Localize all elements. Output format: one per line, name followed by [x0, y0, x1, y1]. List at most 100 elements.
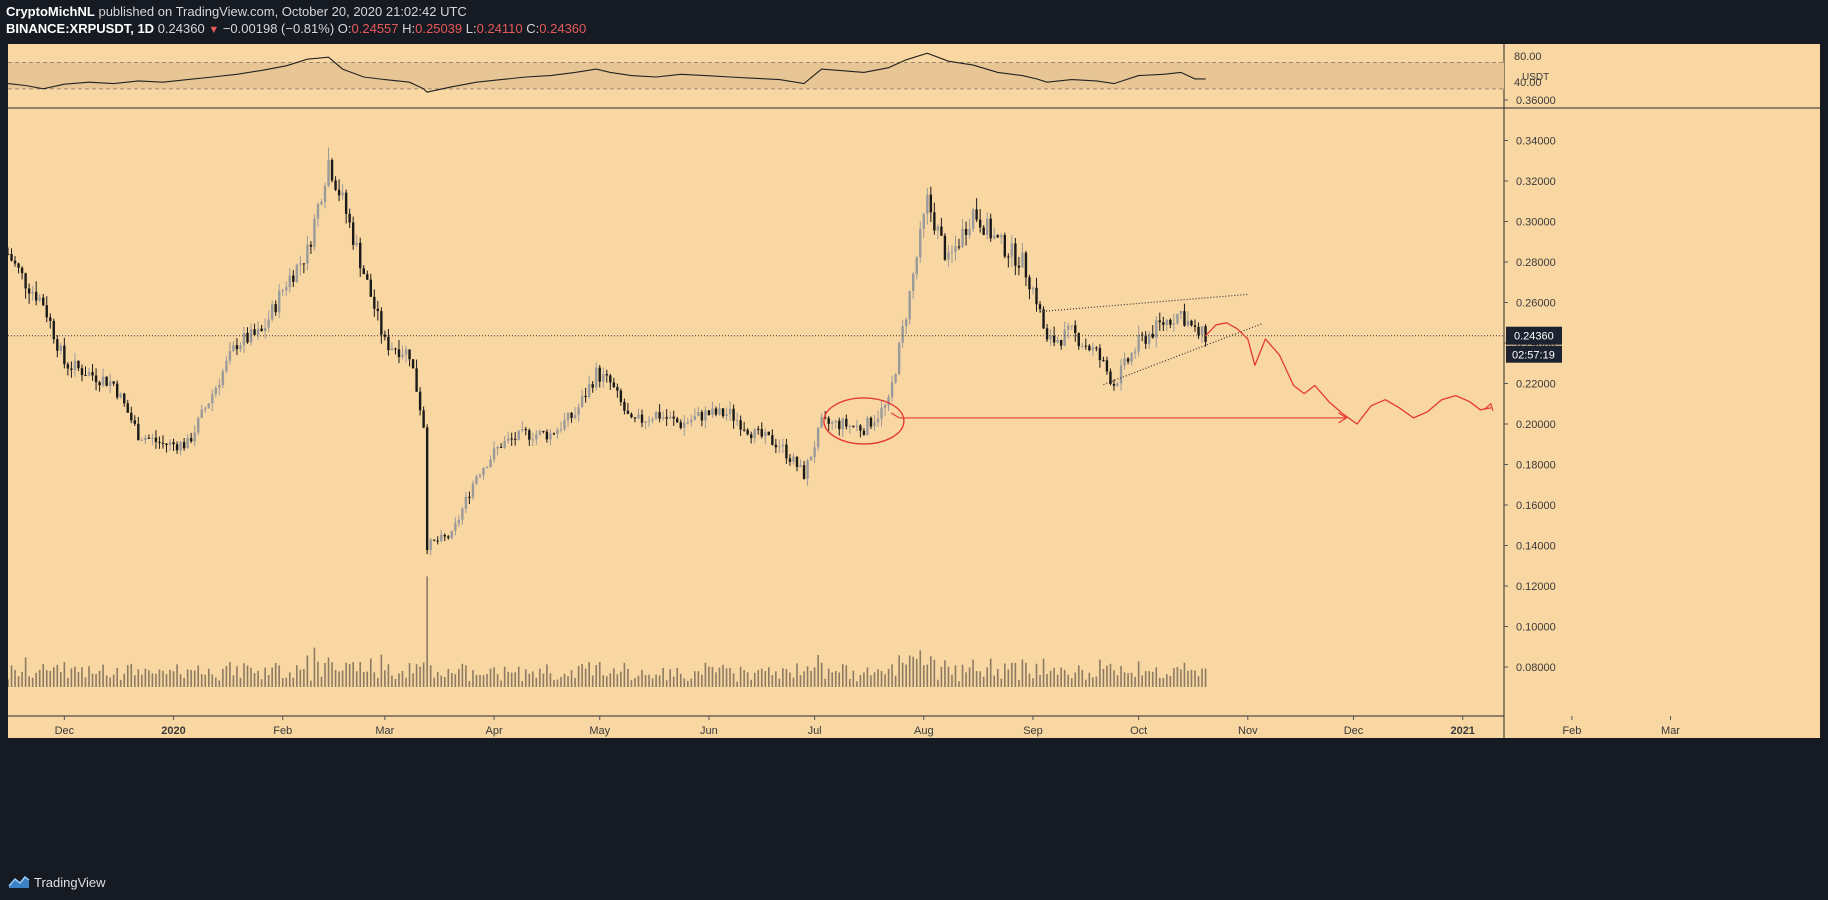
candle-body: [154, 437, 158, 442]
volume-bar: [119, 679, 122, 687]
price-tick-label: 0.08000: [1516, 662, 1556, 674]
candle-body: [422, 410, 425, 428]
volume-bar: [877, 669, 879, 687]
volume-bar: [690, 678, 693, 687]
down-arrow-icon: ▼: [208, 24, 220, 36]
candle-body: [1056, 339, 1059, 343]
tradingview-logo-icon[interactable]: [8, 874, 30, 893]
candle-body: [859, 425, 862, 431]
volume-bar: [715, 672, 717, 687]
time-tick-label: Feb: [273, 725, 292, 737]
candle-body: [985, 218, 989, 235]
candle-body: [316, 204, 320, 219]
candle-body: [894, 374, 897, 383]
candle-body: [334, 180, 337, 190]
candle-body: [38, 297, 41, 301]
candle-body: [1183, 311, 1186, 326]
volume-bar: [725, 668, 728, 687]
candle-body: [929, 194, 933, 213]
candle-body: [172, 442, 175, 445]
candle-body: [323, 186, 327, 202]
highlight-ellipse[interactable]: [823, 397, 905, 445]
arrow-head-right-icon: [1338, 412, 1348, 424]
candle-body: [387, 336, 390, 351]
volume-bar: [60, 671, 62, 687]
volume-bar: [665, 680, 668, 687]
volume-bar: [873, 672, 876, 687]
candle-body: [256, 328, 260, 335]
candle-body: [813, 447, 816, 458]
volume-bar: [1032, 678, 1034, 687]
volume-bar: [739, 666, 742, 687]
volume-bar: [1127, 673, 1129, 687]
volume-bar: [1144, 671, 1147, 687]
volume-bar: [109, 677, 111, 687]
volume-bar: [803, 671, 805, 687]
candle-body: [1137, 334, 1140, 352]
candle-body: [964, 228, 968, 235]
time-tick-label: Oct: [1130, 725, 1147, 737]
volume-bar: [391, 675, 393, 687]
support-trendline[interactable]: [1103, 323, 1263, 386]
candle-body: [66, 364, 70, 369]
candle-body: [73, 360, 77, 370]
candle-body: [123, 393, 126, 404]
volume-bar: [894, 675, 897, 687]
candle-body: [373, 296, 376, 309]
candle-body: [510, 438, 513, 440]
candle-body: [957, 246, 961, 248]
candle-body: [288, 275, 291, 288]
candle-body: [137, 423, 140, 440]
author-name[interactable]: CryptoMichNL: [6, 4, 95, 19]
candle-body: [56, 339, 59, 351]
volume-bar: [447, 668, 450, 687]
candle-body: [20, 267, 24, 274]
candle-body: [425, 427, 429, 551]
candle-body: [221, 371, 225, 386]
volume-bar: [630, 680, 633, 687]
candle-body: [369, 279, 372, 297]
candle-body: [436, 540, 439, 542]
candle-body: [721, 408, 725, 417]
candle-body: [478, 474, 482, 477]
symbol-label[interactable]: BINANCE:XRPUSDT, 1D: [6, 21, 155, 36]
candle-body: [563, 420, 566, 430]
candle-body: [640, 414, 644, 423]
candle-body: [806, 460, 809, 479]
chart-area[interactable]: 80.00 40.00 USDT 0.36000 0.34000 0.32000 0.300…: [8, 44, 1820, 864]
candle-body: [1035, 287, 1038, 305]
volume-bar: [965, 672, 967, 687]
volume-bar: [429, 665, 432, 687]
open-value: 0.24557: [351, 21, 399, 36]
volume-bar: [595, 665, 598, 687]
volume-bar: [380, 654, 383, 687]
price-tick-label: 0.34000: [1516, 136, 1556, 148]
tradingview-brand[interactable]: TradingView: [34, 875, 106, 890]
candle-body: [792, 456, 795, 462]
volume-bar: [461, 663, 464, 687]
price-axis-background: [1504, 44, 1820, 738]
volume-bar: [465, 665, 467, 687]
volume-bar: [1060, 667, 1062, 687]
volume-bar: [1021, 659, 1024, 687]
time-tick-label: May: [589, 725, 610, 737]
candle-body: [570, 412, 573, 418]
candle-body: [693, 416, 697, 420]
volume-bar: [193, 670, 196, 687]
candle-body: [49, 317, 52, 321]
volume-bar: [422, 662, 425, 687]
projection-path[interactable]: [1205, 322, 1492, 425]
candle-body: [218, 385, 221, 388]
volume-bar: [968, 667, 971, 687]
volume-bar: [63, 662, 66, 687]
candle-body: [690, 419, 693, 423]
volume-bar: [553, 679, 555, 687]
candle-body: [626, 410, 630, 414]
last-price-tag[interactable]: [1506, 326, 1562, 345]
volume-bar: [232, 675, 235, 687]
candle-body: [94, 375, 98, 383]
candle-body: [59, 345, 63, 351]
volume-bar: [563, 673, 566, 687]
volume-bar: [887, 668, 890, 687]
